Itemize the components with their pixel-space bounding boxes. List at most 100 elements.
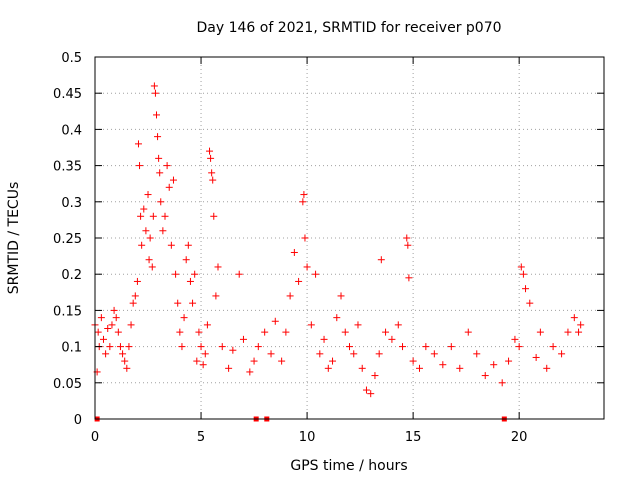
- axis-ticks: 0 0.05 0.1 0.15 0.2 0.25 0.3 0.35 0.4 0.45 0.5 0 5 10…: [53, 51, 604, 445]
- data-point: [409, 357, 417, 365]
- data-point: [517, 263, 525, 271]
- data-point: [225, 364, 233, 372]
- data-point: [341, 328, 349, 336]
- data-point: [151, 89, 159, 97]
- data-point: [191, 270, 199, 278]
- data-point: [271, 317, 279, 325]
- data-point: [519, 270, 527, 278]
- data-point: [186, 277, 194, 285]
- y-tick-label: 0.35: [53, 160, 82, 175]
- x-axis-title: GPS time / hours: [290, 458, 407, 474]
- data-point: [394, 321, 402, 329]
- data-point: [110, 306, 118, 314]
- data-point: [121, 357, 129, 365]
- data-point: [278, 357, 286, 365]
- data-point: [329, 357, 337, 365]
- data-point: [214, 263, 222, 271]
- data-point: [346, 343, 353, 351]
- y-tick-label: 0.1: [61, 341, 82, 356]
- data-point: [167, 241, 175, 249]
- data-point: [307, 321, 315, 329]
- data-point: [136, 162, 144, 170]
- data-point: [149, 212, 157, 220]
- data-point: [405, 274, 413, 282]
- y-tick-label: 0: [74, 413, 82, 428]
- data-point: [97, 314, 105, 322]
- data-point: [209, 176, 217, 184]
- data-point: [388, 335, 396, 343]
- data-point: [300, 191, 308, 199]
- data-point: [210, 212, 218, 220]
- data-point: [447, 343, 455, 351]
- data-point: [163, 162, 171, 170]
- data-point: [246, 368, 254, 376]
- data-point: [144, 191, 152, 199]
- data-point: [146, 234, 154, 242]
- data-point: [430, 350, 438, 358]
- x-tick-label: 20: [511, 430, 528, 445]
- data-point: [106, 343, 114, 351]
- data-point: [201, 350, 209, 358]
- data-point: [367, 390, 375, 398]
- data-point: [99, 335, 107, 343]
- data-point: [312, 270, 320, 278]
- data-point: [131, 292, 139, 300]
- data-point: [161, 212, 169, 220]
- data-point: [108, 321, 116, 329]
- data-point: [382, 328, 390, 336]
- data-point: [267, 350, 275, 358]
- data-point: [301, 234, 309, 242]
- data-point: [154, 133, 162, 141]
- data-point: [193, 357, 201, 365]
- chart-title: Day 146 of 2021, SRMTID for receiver p07…: [196, 20, 501, 36]
- data-point: [282, 328, 290, 336]
- data-point: [358, 364, 366, 372]
- y-tick-label: 0.45: [53, 87, 82, 102]
- x-tick-label: 0: [91, 430, 99, 445]
- data-point: [104, 325, 112, 332]
- data-point: [116, 343, 124, 351]
- data-point: [316, 350, 324, 358]
- data-point: [250, 357, 258, 365]
- data-point: [176, 328, 184, 336]
- data-point: [498, 379, 506, 387]
- x-tick-label: 15: [405, 430, 422, 445]
- data-point: [558, 350, 566, 358]
- data-point: [404, 241, 412, 249]
- data-point: [320, 335, 328, 343]
- y-tick-label: 0.05: [53, 377, 82, 392]
- data-point: [536, 328, 544, 336]
- data-point: [290, 248, 298, 256]
- data-point: [399, 343, 407, 351]
- data-point: [362, 386, 370, 394]
- data-point: [172, 270, 180, 278]
- data-point: [207, 154, 215, 162]
- data-point: [526, 299, 534, 307]
- data-point: [155, 154, 163, 162]
- data-point: [422, 343, 430, 351]
- y-tick-label: 0.2: [61, 268, 82, 283]
- data-point: [564, 328, 572, 336]
- data-point: [439, 361, 447, 369]
- data-point: [375, 350, 383, 358]
- data-point: [134, 140, 142, 148]
- grid-lines: [95, 57, 604, 419]
- data-point: [195, 328, 203, 336]
- data-point: [473, 350, 481, 358]
- x-tick-label: 10: [299, 430, 316, 445]
- data-point: [94, 328, 102, 336]
- data-point: [142, 227, 150, 235]
- data-point: [127, 321, 135, 329]
- data-point: [174, 299, 182, 307]
- y-tick-label: 0.5: [61, 51, 82, 66]
- data-point: [218, 343, 226, 351]
- data-point: [148, 263, 156, 271]
- data-point: [156, 169, 164, 177]
- data-point: [178, 343, 186, 351]
- data-point: [235, 270, 243, 278]
- data-point: [157, 198, 165, 206]
- data-point: [150, 82, 158, 90]
- data-point: [456, 364, 464, 372]
- data-point: [212, 292, 220, 300]
